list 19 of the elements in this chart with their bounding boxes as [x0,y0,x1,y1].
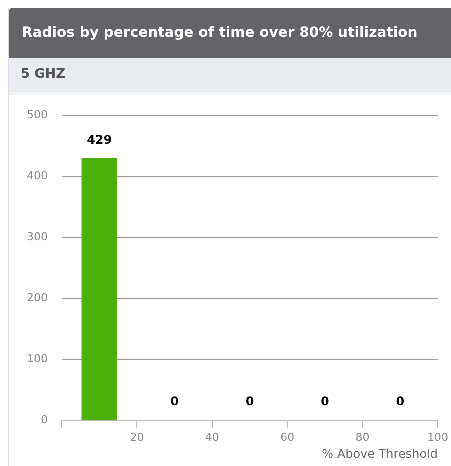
data-label: 0 [170,394,179,409]
data-label: 429 [87,133,112,148]
data-label: 0 [246,394,254,409]
y-tick-label: 100 [26,352,48,366]
y-tick-label: 300 [26,230,48,244]
x-tick-label: 20 [130,430,144,444]
y-tick-label: 400 [26,169,48,182]
data-label: 0 [396,394,405,409]
data-label: 0 [321,394,330,409]
x-tick-label: 60 [280,430,295,444]
x-axis-title: % Above Threshold [322,446,438,461]
x-tick-label: 100 [428,430,448,444]
y-tick-label: 500 [26,108,48,122]
x-tick-label: 40 [205,430,220,444]
y-tick-label: 200 [26,291,48,304]
chart-subtitle: 5 GHZ [9,58,451,95]
x-tick-label: 80 [356,430,370,444]
chart-title: Radios by percentage of time over 80% utilization [9,8,451,58]
y-tick-label: 0 [40,413,48,426]
